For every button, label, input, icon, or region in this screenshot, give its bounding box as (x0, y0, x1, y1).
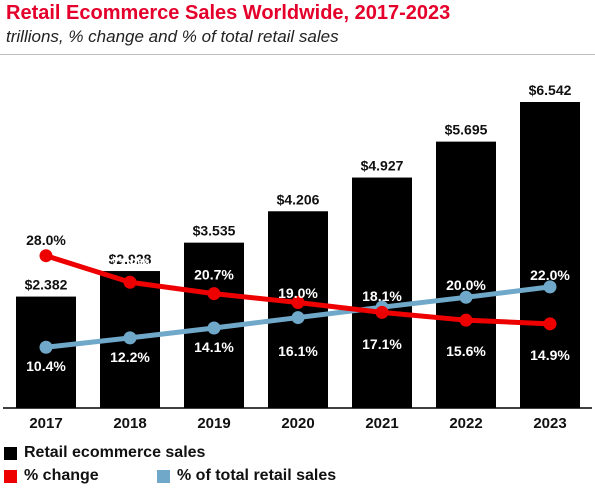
x-tick-2018: 2018 (113, 415, 146, 432)
bar-2022 (436, 141, 496, 408)
change-label-2020: 19.0% (278, 285, 318, 301)
x-tick-2019: 2019 (197, 415, 230, 432)
x-tick-2021: 2021 (365, 415, 398, 432)
share-point-2017 (39, 340, 53, 354)
share-label-2023: 22.0% (530, 267, 570, 283)
share-label-2020: 16.1% (278, 343, 318, 359)
change-label-2022: 15.6% (446, 343, 486, 359)
change-label-2017: 28.0% (26, 232, 66, 248)
bar-label-2017: $2.382 (25, 277, 68, 293)
x-tick-2020: 2020 (281, 415, 314, 432)
legend-label-share: % of total retail sales (177, 467, 337, 484)
bar-2021 (352, 177, 412, 408)
change-point-2022 (459, 313, 473, 327)
share-label-2019: 14.1% (194, 339, 234, 355)
share-point-2018 (123, 331, 137, 345)
change-point-2023 (543, 317, 557, 331)
bar-2020 (268, 211, 328, 408)
legend-item-share: % of total retail sales (157, 467, 336, 485)
x-tick-2023: 2023 (533, 415, 566, 432)
bar-label-2023: $6.542 (529, 82, 572, 98)
legend-swatch-sales (4, 446, 17, 460)
x-tick-2017: 2017 (29, 415, 62, 432)
bar-label-2022: $5.695 (445, 122, 488, 138)
share-label-2022: 20.0% (446, 277, 486, 293)
legend-swatch-change (4, 469, 17, 483)
chart-title: Retail Ecommerce Sales Worldwide, 2017-2… (6, 2, 451, 24)
change-label-2023: 14.9% (530, 347, 570, 363)
share-label-2021: 18.1% (362, 288, 402, 304)
title-divider (0, 54, 595, 55)
legend-label-change: % change (24, 467, 99, 484)
share-point-2023 (543, 280, 557, 294)
change-point-2017 (39, 249, 53, 263)
share-point-2019 (207, 321, 221, 335)
share-label-2018: 12.2% (110, 349, 150, 365)
bar-label-2020: $4.206 (277, 191, 320, 207)
bar-label-2021: $4.927 (361, 158, 404, 174)
share-label-2017: 10.4% (26, 358, 66, 374)
legend-item-sales: Retail ecommerce sales (4, 444, 205, 462)
bar-label-2019: $3.535 (193, 223, 236, 239)
legend-swatch-share (157, 469, 170, 483)
legend-label-sales: Retail ecommerce sales (24, 444, 206, 461)
bar-2023 (520, 102, 580, 408)
share-point-2022 (459, 290, 473, 304)
bar-label-2018: $2.928 (109, 251, 152, 267)
share-point-2020 (291, 311, 305, 325)
change-point-2019 (207, 287, 221, 301)
change-label-2021: 17.1% (362, 336, 402, 352)
legend-item-change: % change (4, 467, 99, 485)
x-tick-2022: 2022 (449, 415, 482, 432)
change-point-2021 (375, 305, 389, 319)
change-point-2020 (291, 296, 305, 309)
chart-subtitle: trillions, % change and % of total retai… (6, 27, 339, 46)
change-label-2018: 22.9% (110, 255, 150, 271)
change-label-2019: 20.7% (194, 267, 234, 283)
change-point-2018 (123, 275, 137, 289)
